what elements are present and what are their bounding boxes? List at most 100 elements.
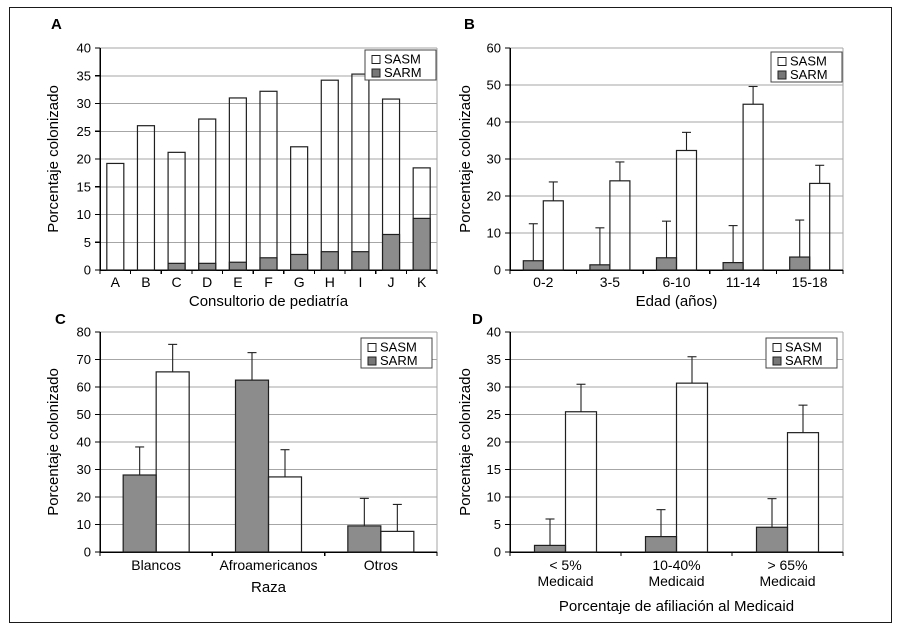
bar-sasm-a (106, 162, 125, 271)
y-tick-label-d: 35 (487, 352, 501, 367)
legend-swatch-sasm-d (772, 343, 782, 352)
x-category-label-a: I (358, 274, 362, 290)
panel-label-c: C (55, 311, 66, 328)
bar-sasm-d (675, 382, 709, 553)
bar-sasm-a (320, 79, 339, 271)
y-tick-label-b: 40 (487, 115, 501, 130)
panel-label-a: A (51, 16, 62, 33)
y-tick-label-c: 60 (77, 380, 91, 395)
legend-label-sasm-d: SASM (785, 340, 822, 355)
x-category-label-b: 0-2 (533, 274, 553, 290)
legend-swatch-sasm-c (367, 343, 377, 352)
x-axis-title-b: Edad (años) (636, 293, 718, 310)
bar-sasm-b (675, 149, 698, 271)
x-category-label-b: 15-18 (792, 274, 828, 290)
y-axis-title-d: Porcentaje colonizado (457, 368, 474, 516)
x-category-label-b: 6-10 (662, 274, 690, 290)
x-category-label-c: Otros (364, 557, 398, 573)
bar-sarm-b (722, 262, 744, 271)
y-tick-label-b: 20 (487, 189, 501, 204)
y-tick-label-d: 10 (487, 490, 501, 505)
x-category-label-d: 10-40% (652, 557, 700, 573)
x-category-label-c: Blancos (131, 557, 181, 573)
legend-label-sasm-a: SASM (384, 52, 421, 67)
bar-sarm-b (789, 256, 811, 271)
bar-sarm-c (234, 379, 270, 553)
bar-sasm-a (198, 118, 217, 271)
x-category-label-a: C (172, 274, 182, 290)
y-tick-label-b: 30 (487, 152, 501, 167)
bar-sarm-a (198, 262, 217, 271)
bar-sarm-c (347, 525, 382, 553)
x-category-label-b: 3-5 (600, 274, 620, 290)
bar-sasm-a (167, 151, 186, 271)
y-tick-label-a: 15 (77, 179, 91, 194)
panel-label-d: D (472, 311, 483, 328)
y-tick-label-b: 10 (487, 226, 501, 241)
bar-sarm-d (755, 526, 789, 553)
x-category-label-a: G (294, 274, 305, 290)
y-tick-label-a: 40 (77, 41, 91, 56)
bar-sarm-a (167, 262, 186, 271)
y-tick-label-c: 40 (77, 435, 91, 450)
y-tick-label-a: 35 (77, 68, 91, 83)
legend-swatch-sarm-a (371, 68, 381, 78)
bar-sasm-c (267, 476, 303, 553)
bar-sasm-c (380, 530, 415, 553)
y-tick-label-a: 5 (84, 235, 91, 250)
x-category-label-d: < 5% (549, 557, 581, 573)
legend-swatch-sarm-b (777, 70, 787, 80)
y-tick-label-c: 0 (84, 545, 91, 560)
x-category-label-a: F (264, 274, 273, 290)
y-tick-label-c: 70 (77, 352, 91, 367)
y-tick-label-d: 25 (487, 407, 501, 422)
y-axis-title-a: Porcentaje colonizado (45, 85, 62, 233)
bar-sarm-a (351, 251, 370, 271)
bar-sasm-a (228, 97, 247, 271)
legend-swatch-sarm-c (367, 356, 377, 366)
legend-label-sarm-c: SARM (380, 353, 418, 368)
y-tick-label-b: 0 (494, 263, 501, 278)
bar-sasm-a (290, 146, 309, 271)
y-tick-label-d: 5 (494, 517, 501, 532)
legend-label-sarm-b: SARM (790, 67, 828, 82)
x-category-label-a: J (388, 274, 395, 290)
bar-sasm-a (136, 125, 156, 271)
bar-sarm-b (655, 257, 678, 271)
x-category-label-a: D (202, 274, 212, 290)
bar-sarm-b (522, 260, 544, 271)
y-tick-label-d: 40 (487, 325, 501, 340)
x-category-label-b: 11-14 (726, 274, 761, 290)
figure-border (9, 7, 892, 623)
x-category-label-d: > 65% (767, 557, 807, 573)
y-tick-label-d: 0 (494, 545, 501, 560)
bar-sarm-d (644, 535, 678, 553)
bar-sasm-d (564, 411, 598, 553)
legend-swatch-sasm-b (777, 57, 787, 66)
y-tick-label-a: 10 (77, 207, 91, 222)
bar-sarm-c (122, 474, 157, 553)
y-tick-label-c: 80 (77, 325, 91, 340)
bar-sasm-b (609, 180, 631, 271)
y-axis-title-b: Porcentaje colonizado (457, 85, 474, 233)
legend-label-sarm-d: SARM (785, 353, 823, 368)
x-category-label-d: Medicaid (537, 573, 593, 589)
legend-swatch-sarm-d (772, 356, 782, 366)
bar-sarm-a (320, 251, 339, 271)
y-tick-label-d: 15 (487, 462, 501, 477)
x-category-label-a: A (111, 274, 121, 290)
y-tick-label-c: 10 (77, 517, 91, 532)
bar-sarm-a (228, 261, 247, 271)
bar-sarm-b (589, 264, 611, 271)
x-category-label-a: H (325, 274, 335, 290)
x-axis-title-c: Raza (251, 579, 287, 596)
x-category-label-c: Afroamericanos (219, 557, 317, 573)
y-tick-label-a: 20 (77, 152, 91, 167)
x-category-label-d: Medicaid (759, 573, 815, 589)
bar-sarm-a (290, 253, 309, 271)
y-tick-label-c: 20 (77, 490, 91, 505)
bar-sarm-d (533, 544, 567, 553)
bar-sasm-b (542, 200, 564, 271)
